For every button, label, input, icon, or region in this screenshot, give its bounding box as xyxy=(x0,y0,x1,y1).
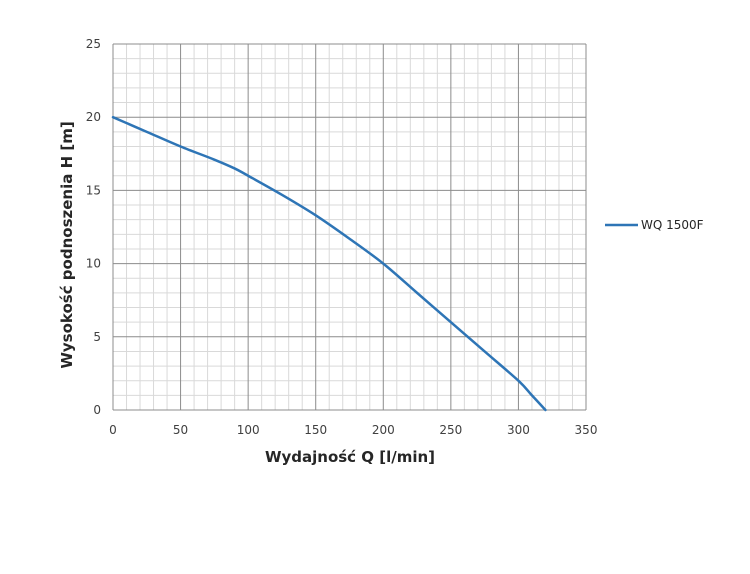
grid-major xyxy=(112,43,587,411)
legend-label-wq1500f: WQ 1500F xyxy=(641,218,704,232)
x-tick-labels: 0 50 100 150 200 250 300 350 xyxy=(109,423,597,437)
x-tick-label: 0 xyxy=(109,423,117,437)
y-tick-label: 20 xyxy=(86,110,101,124)
legend: WQ 1500F xyxy=(605,218,704,232)
y-tick-label: 5 xyxy=(93,330,101,344)
grid-minor xyxy=(113,44,586,410)
x-tick-label: 200 xyxy=(372,423,395,437)
x-axis-title: Wydajność Q [l/min] xyxy=(265,448,435,466)
y-tick-label: 15 xyxy=(86,183,101,197)
series-layer xyxy=(111,115,547,412)
y-tick-label: 25 xyxy=(86,37,101,51)
x-tick-label: 300 xyxy=(507,423,530,437)
x-tick-label: 50 xyxy=(173,423,188,437)
x-tick-label: 350 xyxy=(575,423,598,437)
y-tick-label: 0 xyxy=(93,403,101,417)
x-tick-label: 150 xyxy=(304,423,327,437)
y-tick-labels: 0 5 10 15 20 25 xyxy=(86,37,101,417)
x-tick-label: 100 xyxy=(237,423,260,437)
series-line-0 xyxy=(111,115,547,412)
y-axis-title: Wysokość podnoszenia H [m] xyxy=(58,121,76,368)
x-tick-label: 250 xyxy=(439,423,462,437)
y-tick-label: 10 xyxy=(86,257,101,271)
